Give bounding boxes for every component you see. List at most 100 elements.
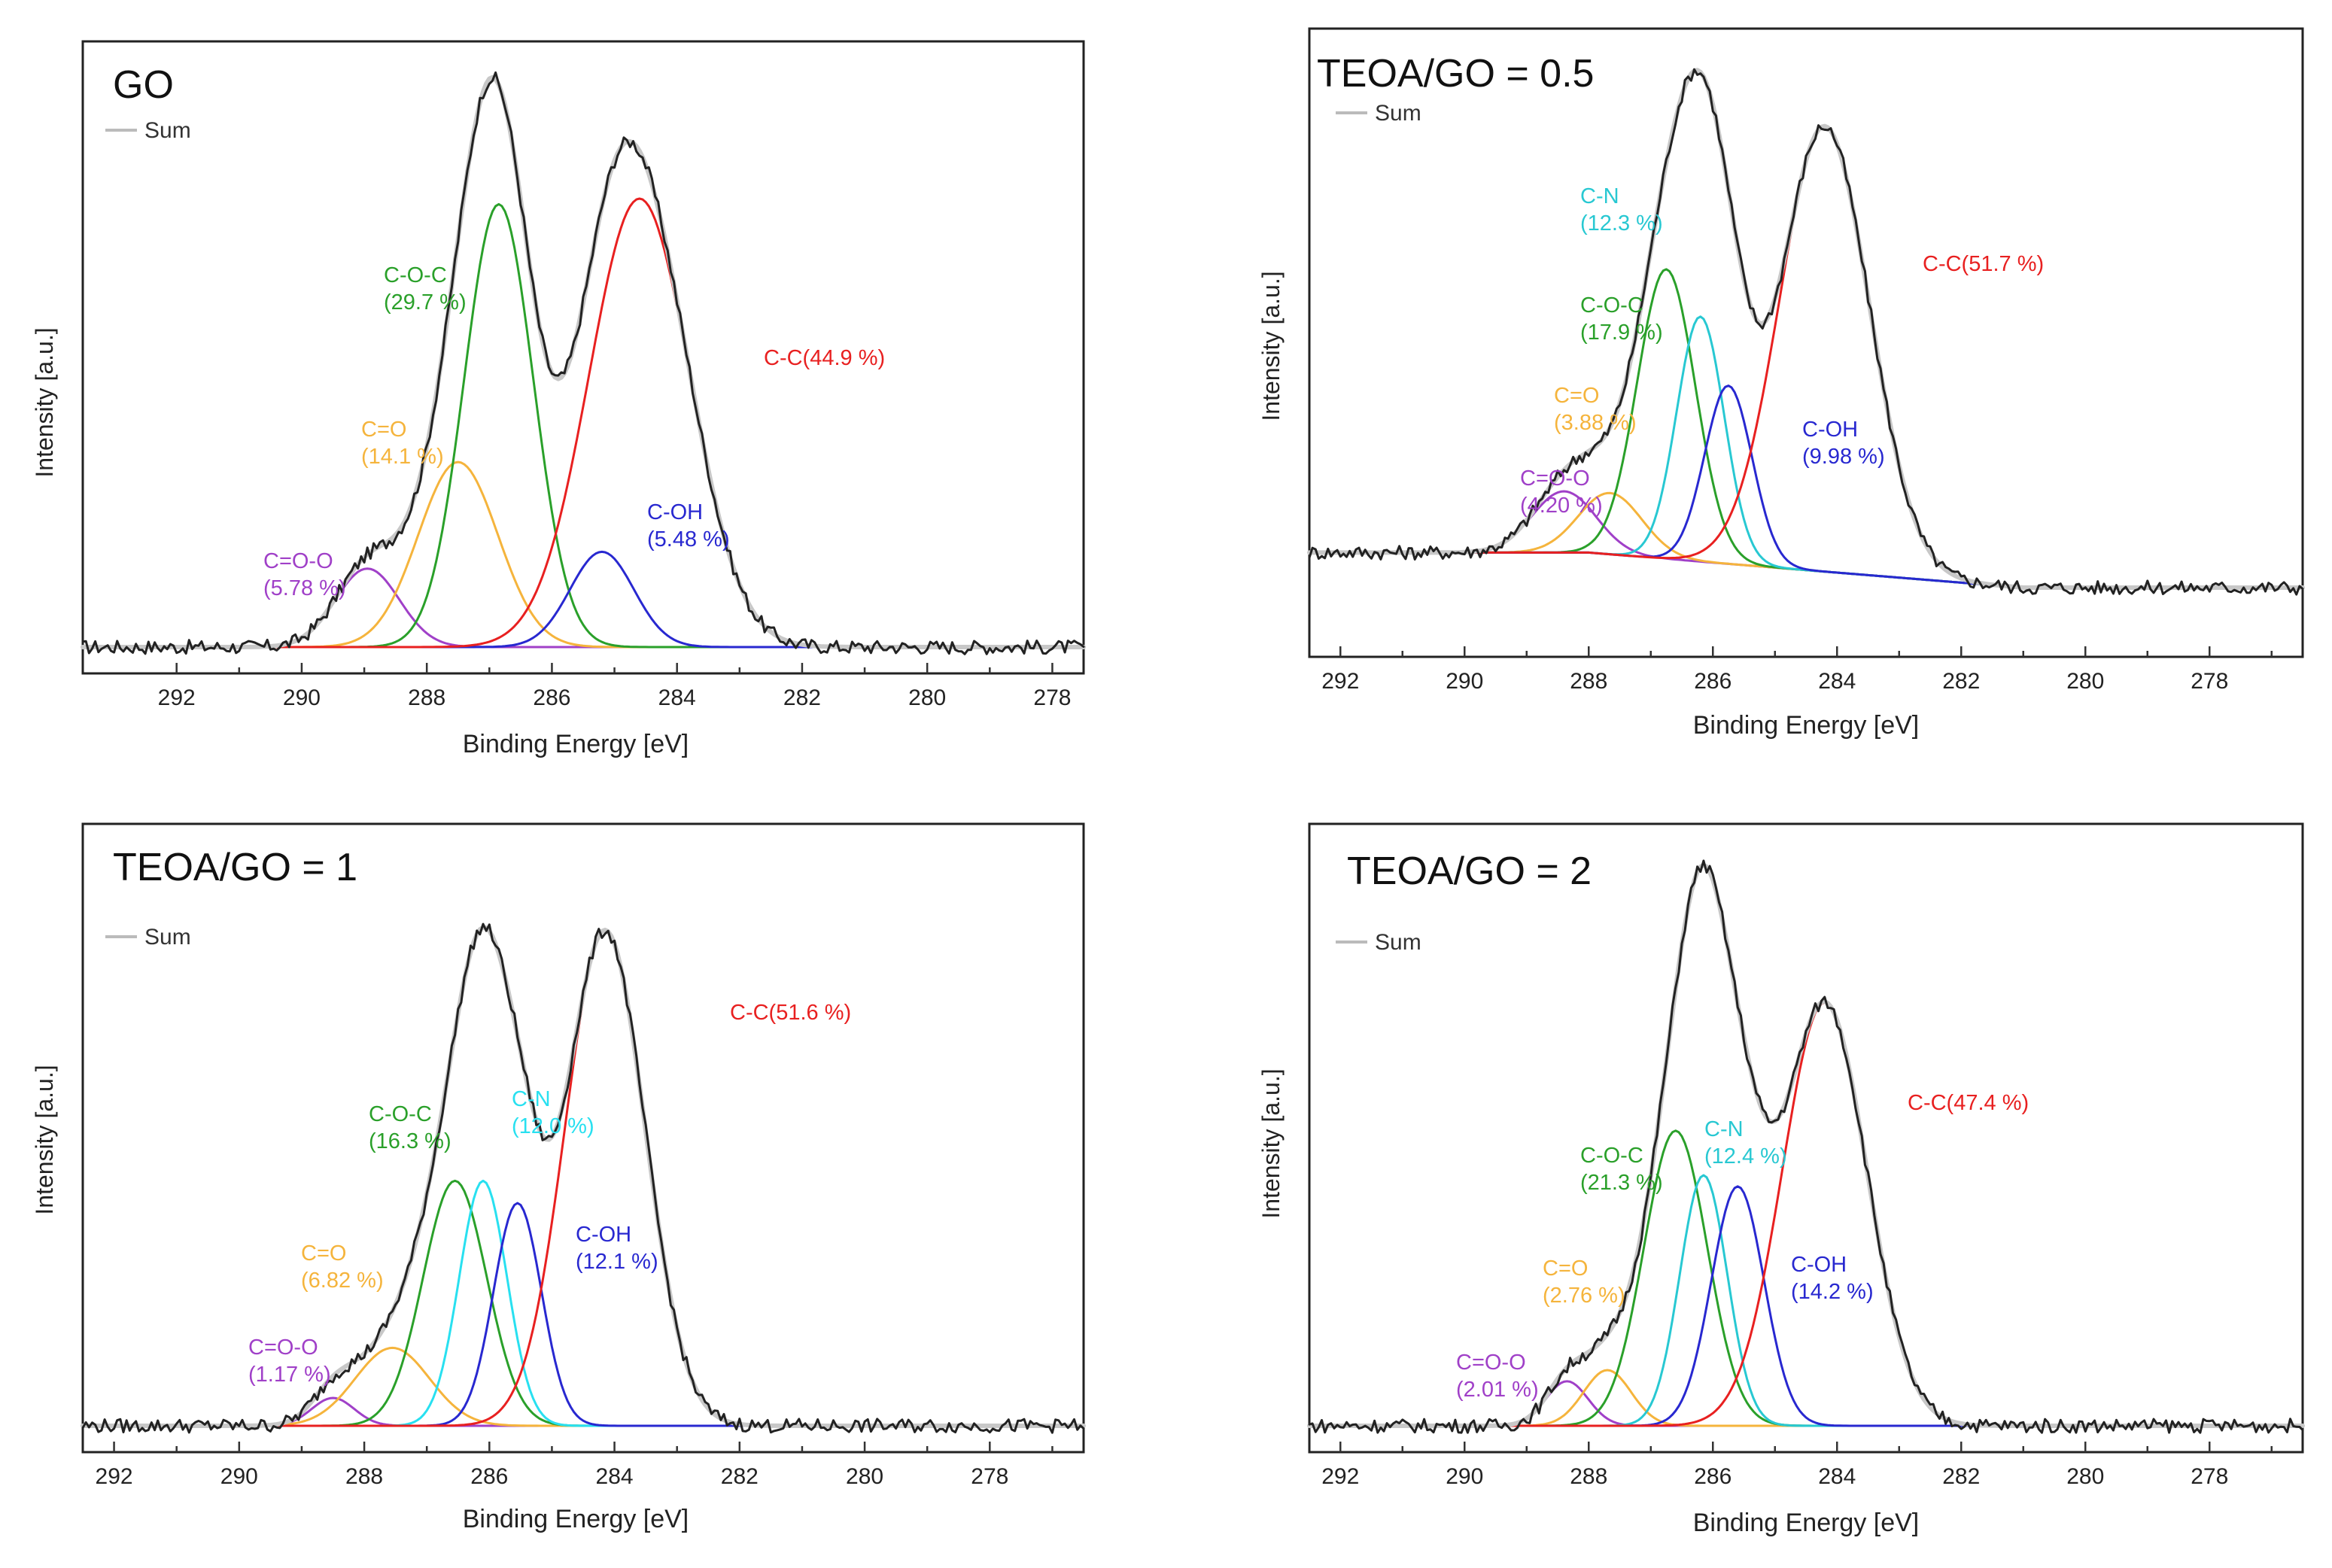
peak-c-n	[81, 1179, 1085, 1427]
annotation-label-c-o: C=O	[361, 418, 406, 442]
annotation-pct-c-o-o: (5.78 %)	[263, 576, 346, 600]
annotation-pct-c-o: (6.82 %)	[301, 1269, 384, 1293]
x-tick-label: 286	[470, 1464, 508, 1489]
annotation-pct-c-oh: (12.1 %)	[576, 1250, 658, 1274]
peak-c-oh	[81, 550, 1085, 649]
x-tick-label: 292	[158, 685, 196, 710]
x-axis-label: Binding Energy [eV]	[1693, 1509, 1920, 1537]
annotation-label-c-o-o: C=O-O	[1520, 466, 1590, 491]
annotation-pct-c-o-c: (21.3 %)	[1580, 1171, 1663, 1195]
x-axis-label: Binding Energy [eV]	[463, 730, 689, 758]
annotation-pct-c-o-c: (16.3 %)	[369, 1129, 452, 1153]
chart-panel-3: 292 290 288 286 284 282 280 278 Binding Energy […	[1257, 822, 2305, 1537]
annotation-pct-c-n: (12.4 %)	[1704, 1144, 1787, 1168]
x-tick-label: 280	[2066, 669, 2104, 694]
x-tick-label: 292	[1321, 669, 1359, 694]
x-tick-label: 282	[783, 685, 821, 710]
annotation-pct-c-o: (14.1 %)	[361, 445, 444, 469]
x-tick-label: 282	[1942, 669, 1980, 694]
annotation-pct-c-oh: (9.98 %)	[1802, 445, 1885, 469]
x-tick-label: 284	[1818, 669, 1856, 694]
legend-label-sum: Sum	[1375, 101, 1421, 126]
raw-data-curve	[1308, 859, 2304, 1434]
sum-curve	[81, 74, 1086, 649]
annotation-pct-c-o: (2.76 %)	[1543, 1284, 1625, 1308]
peak-c-o	[81, 1346, 1085, 1427]
x-tick-label: 286	[1694, 669, 1732, 694]
raw-data-curve	[81, 922, 1085, 1434]
annotation-label-c-o-o: C=O-O	[263, 549, 333, 573]
peak-c-o	[1308, 491, 2304, 589]
peak-c-c	[1308, 125, 2304, 589]
raw-data-curve	[1308, 68, 2304, 596]
annotation-label-c-o-c: C-O-C	[1580, 1144, 1643, 1168]
annotation-label-c-o: C=O	[1543, 1257, 1588, 1281]
annotation-label-c-o-c: C-O-C	[369, 1102, 432, 1126]
annotation-label-c-o-c: C-O-C	[1580, 293, 1643, 318]
panel-title: TEOA/GO = 2	[1347, 849, 1592, 893]
x-tick-label: 290	[1446, 669, 1483, 694]
annotation-pct-c-o-o: (1.17 %)	[248, 1363, 331, 1387]
x-tick-label: 286	[1694, 1464, 1732, 1489]
annotation-label-c-oh: C-OH	[1802, 418, 1858, 442]
plot-frame	[1308, 27, 2304, 658]
annotation-label-c-c: C-C(44.9 %)	[764, 346, 885, 370]
annotation-pct-c-n: (12.0 %)	[512, 1114, 594, 1138]
x-tick-label: 280	[908, 685, 946, 710]
annotation-pct-c-oh: (14.2 %)	[1791, 1280, 1874, 1304]
panel-title: TEOA/GO = 1	[113, 846, 357, 889]
x-tick-label: 282	[721, 1464, 759, 1489]
peak-c-c	[81, 197, 1085, 649]
x-tick-label: 282	[1942, 1464, 1980, 1489]
x-tick-label: 278	[2191, 669, 2228, 694]
annotation-label-c-o-o: C=O-O	[248, 1336, 318, 1360]
y-axis-label: Intensity [a.u.]	[31, 1065, 58, 1214]
y-axis-label: Intensity [a.u.]	[31, 327, 58, 477]
legend-label-sum: Sum	[144, 925, 191, 950]
y-axis-label: Intensity [a.u.]	[1257, 271, 1285, 421]
x-axis-label: Binding Energy [eV]	[463, 1505, 689, 1533]
sum-curve	[81, 925, 1086, 1428]
x-tick-label: 284	[596, 1464, 634, 1489]
legend-label-sum: Sum	[1375, 930, 1421, 955]
x-tick-label: 288	[345, 1464, 383, 1489]
peak-c-o-o	[1308, 490, 2304, 589]
x-tick-label: 292	[1321, 1464, 1359, 1489]
annotation-label-c-n: C-N	[1580, 184, 1619, 208]
x-tick-label: 278	[2191, 1464, 2228, 1489]
sum-curve	[1307, 68, 2305, 590]
x-tick-label: 288	[408, 685, 445, 710]
annotation-label-c-n: C-N	[512, 1087, 551, 1111]
annotation-label-c-oh: C-OH	[576, 1223, 631, 1247]
x-tick-label: 288	[1570, 669, 1607, 694]
annotation-label-c-c: C-C(51.7 %)	[1923, 252, 2044, 276]
x-tick-label: 280	[2066, 1464, 2104, 1489]
annotation-label-c-o-c: C-O-C	[384, 263, 447, 287]
plot-frame	[81, 822, 1085, 1454]
annotation-label-c-oh: C-OH	[1791, 1253, 1847, 1277]
annotation-label-c-n: C-N	[1704, 1117, 1744, 1141]
panel-title: GO	[113, 63, 174, 107]
x-tick-label: 284	[658, 685, 696, 710]
chart-panel-1: 292 290 288 286 284 282 280 278 Binding Energy […	[1257, 27, 2305, 740]
annotation-pct-c-o-o: (2.01 %)	[1456, 1378, 1539, 1402]
annotation-label-c-oh: C-OH	[647, 500, 703, 524]
plot-frame	[81, 40, 1085, 675]
x-tick-label: 286	[533, 685, 570, 710]
annotation-label-c-o: C=O	[1554, 384, 1599, 408]
x-axis-label: Binding Energy [eV]	[1693, 711, 1920, 740]
peak-c-o-c	[81, 202, 1085, 649]
annotation-pct-c-o-c: (17.9 %)	[1580, 321, 1663, 345]
x-tick-label: 290	[283, 685, 321, 710]
x-tick-label: 292	[96, 1464, 133, 1489]
panel-title: TEOA/GO = 0.5	[1317, 52, 1594, 96]
chart-panel-0: 292 290 288 286 284 282 280 278 Binding Energy […	[31, 40, 1086, 758]
peak-c-o-c	[81, 1179, 1085, 1427]
x-tick-label: 278	[971, 1464, 1008, 1489]
annotation-label-c-o: C=O	[301, 1241, 346, 1266]
y-axis-label: Intensity [a.u.]	[1257, 1068, 1285, 1218]
raw-data-curve	[81, 71, 1085, 655]
annotation-pct-c-n: (12.3 %)	[1580, 211, 1663, 236]
annotation-pct-c-oh: (5.48 %)	[647, 527, 730, 552]
